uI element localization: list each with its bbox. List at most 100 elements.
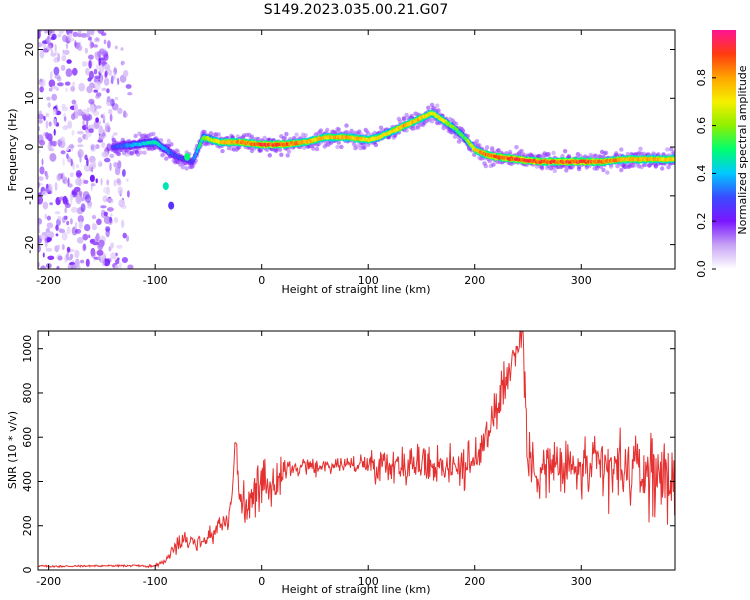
noise-blob: [71, 206, 78, 213]
ridge-halo: [660, 166, 665, 171]
ridge-point: [190, 160, 194, 164]
x-tick-label: 0: [258, 575, 265, 588]
noise-blob: [44, 213, 48, 220]
noise-blob: [78, 82, 86, 92]
snr-panel: -200 -100 0 100 200 300 0 200 400 600 800 1000 Heig…: [6, 330, 676, 596]
noise-blob: [53, 128, 56, 136]
ridge-halo: [373, 142, 379, 148]
noise-blob: [116, 244, 123, 249]
y-tick-label: 800: [21, 382, 34, 403]
noise-blob: [65, 68, 73, 77]
ridge-halo: [180, 165, 186, 170]
noise-blob: [51, 33, 57, 40]
noise-blob: [77, 44, 83, 52]
noise-blob: [90, 250, 96, 259]
noise-blob: [83, 179, 89, 184]
noise-blob: [70, 85, 76, 92]
ridge-halo: [285, 153, 290, 158]
noise-blob: [64, 207, 67, 214]
ridge-point: [198, 142, 202, 146]
noise-blob: [103, 65, 109, 70]
noise-blob: [56, 174, 61, 182]
noise-blob: [46, 96, 51, 101]
noise-blob: [117, 160, 122, 169]
chart-title: S149.2023.035.00.21.G07: [264, 2, 449, 18]
noise-blob: [127, 264, 134, 269]
noise-blob: [116, 179, 122, 186]
ridge-halo: [552, 168, 557, 174]
noise-blob: [91, 166, 94, 173]
x-tick-label: 0: [258, 274, 265, 287]
x-tick-label: -100: [143, 575, 168, 588]
noise-blob: [115, 259, 120, 265]
noise-blob: [95, 105, 102, 109]
noise-blob: [86, 158, 89, 167]
x-tick-label: -200: [36, 274, 61, 287]
noise-blob: [49, 153, 57, 162]
ridge-halo: [164, 156, 169, 161]
noise-blob: [104, 70, 108, 78]
ridge-point: [672, 157, 675, 161]
noise-blob: [93, 44, 99, 48]
ridge-halo: [339, 144, 344, 150]
noise-blob: [96, 218, 102, 225]
noise-blob: [66, 220, 70, 226]
noise-blob: [108, 200, 114, 204]
y-tick-label: 20: [23, 43, 36, 57]
noise-blob: [78, 220, 83, 229]
noise-blob: [126, 190, 130, 198]
noise-blob: [120, 60, 126, 66]
noise-blob: [69, 193, 74, 201]
noise-blob: [103, 186, 110, 194]
noise-blob: [77, 137, 82, 144]
x-tick-label: -200: [36, 575, 61, 588]
noise-blob: [97, 50, 102, 58]
noise-blob: [85, 67, 90, 76]
ridge-halo: [671, 150, 675, 155]
noise-blob: [81, 61, 87, 67]
ridge-halo: [318, 128, 324, 133]
noise-blob: [92, 241, 99, 246]
noise-blob: [38, 110, 43, 117]
ridge-halo: [491, 162, 496, 167]
noise-blob: [120, 47, 124, 51]
noise-blob: [75, 164, 79, 169]
noise-blob: [88, 98, 95, 105]
noise-blob: [61, 173, 64, 180]
noise-blob: [105, 125, 111, 133]
noise-blob: [56, 266, 60, 269]
noise-blob: [117, 186, 124, 195]
noise-blob: [103, 112, 106, 122]
noise-blob: [38, 149, 41, 154]
ridge-halo: [267, 153, 272, 158]
noise-blob: [53, 108, 57, 116]
ridge-halo: [454, 121, 459, 127]
noise-blob: [77, 33, 82, 38]
noise-blob: [114, 45, 118, 50]
noise-blob: [85, 124, 89, 129]
noise-blob: [65, 87, 68, 93]
ridge-blob: [162, 182, 169, 191]
noise-blob: [64, 81, 71, 86]
noise-blob: [80, 203, 86, 213]
ridge-halo: [349, 128, 354, 134]
ridge-halo: [601, 167, 606, 173]
noise-blob: [77, 151, 81, 158]
noise-blob: [61, 106, 68, 112]
noise-blob: [68, 33, 73, 38]
noise-blob: [66, 146, 69, 152]
noise-blob: [43, 30, 47, 34]
noise-blob: [46, 36, 51, 45]
noise-blob: [101, 151, 109, 158]
noise-blob: [88, 234, 91, 239]
ridge-halo: [151, 131, 156, 137]
ridge-halo: [314, 146, 320, 152]
noise-blob: [58, 30, 65, 35]
colorbar-tick-label: 0.6: [695, 117, 708, 135]
ridge-halo: [216, 132, 221, 137]
noise-blob: [66, 251, 70, 261]
ridge-halo: [336, 140, 341, 145]
noise-blob: [94, 75, 101, 79]
noise-blob: [70, 218, 73, 225]
